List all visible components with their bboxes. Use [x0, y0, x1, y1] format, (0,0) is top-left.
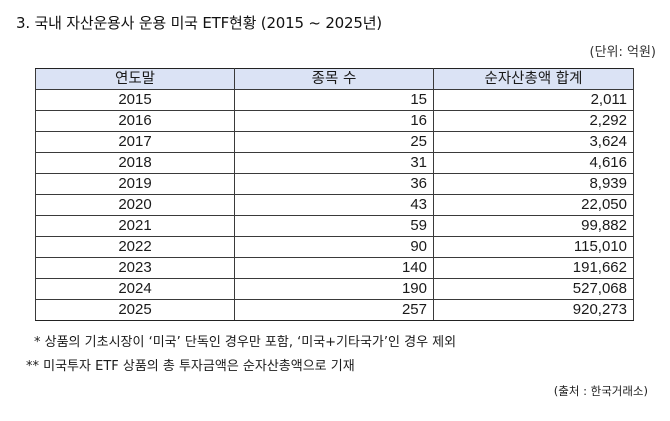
cell-amount: 2,011	[433, 89, 634, 111]
header-year-end: 연도말	[35, 68, 235, 90]
cell-amount: 191,662	[433, 257, 634, 279]
header-item-count: 종목 수	[234, 68, 434, 90]
table-row: 2018 31 4,616	[35, 152, 634, 174]
cell-amount: 527,068	[433, 278, 634, 300]
source-credit: (출처 : 한국거래소)	[553, 384, 648, 398]
cell-amount: 115,010	[433, 236, 634, 258]
cell-count: 90	[234, 236, 434, 258]
etf-status-table: 연도말 종목 수 순자산총액 합계 2015 15 2,011 2016 16 …	[35, 68, 634, 321]
cell-amount: 2,292	[433, 110, 634, 132]
cell-year: 2020	[35, 194, 235, 216]
table-row: 2021 59 99,882	[35, 215, 634, 237]
table-row: 2019 36 8,939	[35, 173, 634, 195]
cell-year: 2025	[35, 299, 235, 321]
cell-count: 257	[234, 299, 434, 321]
cell-year: 2017	[35, 131, 235, 153]
cell-count: 31	[234, 152, 434, 174]
unit-label: (단위: 억원)	[589, 45, 657, 60]
footnote-scope: * 상품의 기초시장이 ‘미국’ 단독인 경우만 포함, ‘미국+기타국가’인 …	[34, 335, 457, 350]
cell-count: 43	[234, 194, 434, 216]
cell-year: 2024	[35, 278, 235, 300]
cell-year: 2016	[35, 110, 235, 132]
table-row: 2017 25 3,624	[35, 131, 634, 153]
cell-count: 15	[234, 89, 434, 111]
cell-count: 140	[234, 257, 434, 279]
table-row: 2015 15 2,011	[35, 89, 634, 111]
cell-amount: 920,273	[433, 299, 634, 321]
footnote-measure: ** 미국투자 ETF 상품의 총 투자금액은 순자산총액으로 기재	[26, 359, 355, 374]
cell-count: 25	[234, 131, 434, 153]
header-net-assets-total: 순자산총액 합계	[433, 68, 634, 90]
cell-year: 2019	[35, 173, 235, 195]
cell-year: 2022	[35, 236, 235, 258]
table-row: 2020 43 22,050	[35, 194, 634, 216]
cell-amount: 99,882	[433, 215, 634, 237]
cell-year: 2021	[35, 215, 235, 237]
table-row: 2016 16 2,292	[35, 110, 634, 132]
cell-year: 2018	[35, 152, 235, 174]
cell-count: 59	[234, 215, 434, 237]
cell-amount: 3,624	[433, 131, 634, 153]
cell-count: 190	[234, 278, 434, 300]
cell-count: 16	[234, 110, 434, 132]
cell-amount: 8,939	[433, 173, 634, 195]
table-row: 2025 257 920,273	[35, 299, 634, 321]
cell-amount: 22,050	[433, 194, 634, 216]
table-row: 2024 190 527,068	[35, 278, 634, 300]
document-title: 3. 국내 자산운용사 운용 미국 ETF현황 (2015 ~ 2025년)	[16, 14, 382, 32]
cell-amount: 4,616	[433, 152, 634, 174]
table-row: 2022 90 115,010	[35, 236, 634, 258]
cell-count: 36	[234, 173, 434, 195]
table-row: 2023 140 191,662	[35, 257, 634, 279]
cell-year: 2023	[35, 257, 235, 279]
table-header-row: 연도말 종목 수 순자산총액 합계	[35, 68, 634, 90]
cell-year: 2015	[35, 89, 235, 111]
